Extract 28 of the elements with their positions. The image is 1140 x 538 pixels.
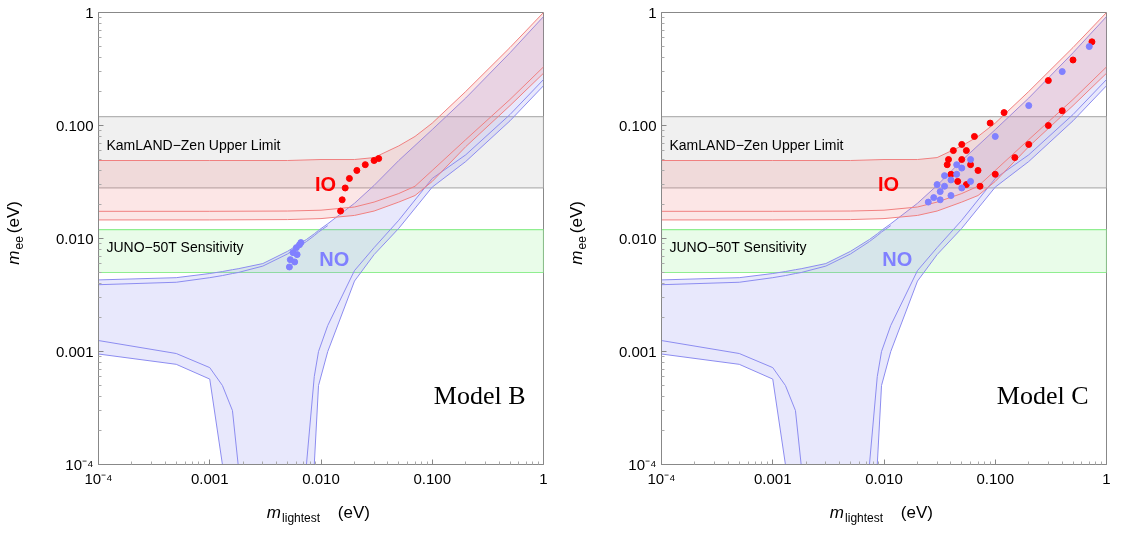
x-tick-label: 0.100 xyxy=(413,469,452,487)
y-axis-title: mee(eV) xyxy=(4,201,26,265)
x-tick-label: 0.001 xyxy=(753,469,792,487)
y-tick-label: 0.100 xyxy=(55,117,94,134)
annotation: IO xyxy=(877,173,900,196)
x-tick-label: 0.010 xyxy=(865,469,903,487)
y-tick-label: 0.001 xyxy=(618,343,657,360)
y-tick-label: 1 xyxy=(648,4,657,21)
band-label: JUNO−50T Sensitivity xyxy=(669,238,807,255)
y-tick-label: 0.100 xyxy=(618,117,657,134)
x-tick-label: 0.001 xyxy=(190,469,229,487)
x-tick-label: 0.010 xyxy=(302,469,340,487)
annotation: IO xyxy=(314,173,337,196)
y-axis-title: mee(eV) xyxy=(567,201,589,265)
band-label: KamLAND−Zen Upper Limit xyxy=(106,137,281,154)
annotation: NO xyxy=(319,247,350,270)
annotation: Model C xyxy=(996,380,1089,410)
annotation: NO xyxy=(882,247,913,270)
y-tick-label: 1 xyxy=(85,4,94,21)
y-tick-label: 0.010 xyxy=(618,230,657,247)
band-label: JUNO−50T Sensitivity xyxy=(106,238,244,255)
x-tick-label: 0.100 xyxy=(976,469,1015,487)
y-tick-label: 0.001 xyxy=(55,343,94,360)
x-tick-label: 1 xyxy=(539,469,548,487)
band-label: KamLAND−Zen Upper Limit xyxy=(669,137,844,154)
annotation: Model B xyxy=(433,380,526,410)
y-tick-label: 0.010 xyxy=(55,230,94,247)
x-tick-label: 1 xyxy=(1102,469,1111,487)
